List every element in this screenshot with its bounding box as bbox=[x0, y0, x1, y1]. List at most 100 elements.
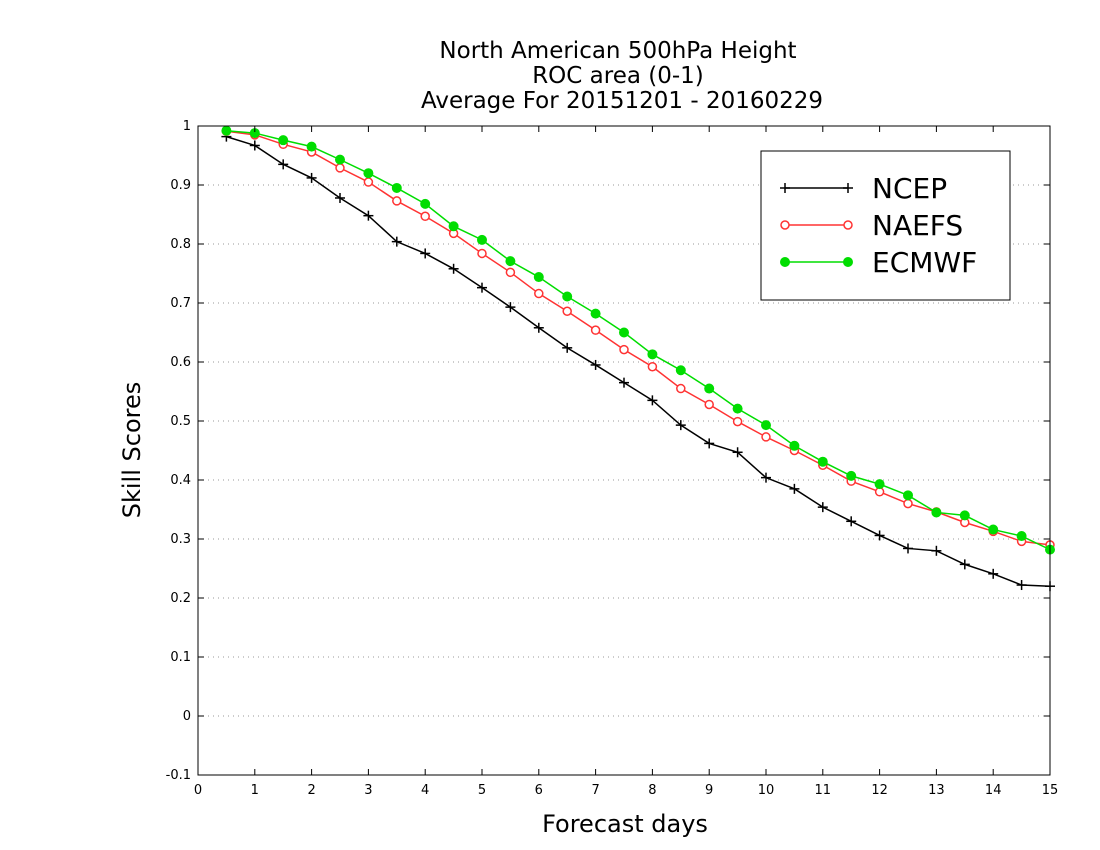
data-point-naefs bbox=[562, 306, 572, 317]
data-point-ncep bbox=[562, 342, 573, 353]
data-point-ecmwf bbox=[335, 154, 345, 165]
data-point-ecmwf bbox=[959, 510, 970, 521]
data-point-ncep bbox=[761, 472, 771, 483]
x-tick-label: 2 bbox=[307, 783, 315, 798]
x-tick-label: 12 bbox=[871, 783, 888, 798]
x-tick-label: 8 bbox=[648, 783, 656, 798]
data-point-ecmwf bbox=[675, 365, 686, 376]
data-point-ncep bbox=[1016, 580, 1027, 591]
y-tick-label: 0 bbox=[183, 709, 191, 724]
data-point-ecmwf bbox=[363, 168, 374, 179]
data-point-ncep bbox=[391, 236, 402, 247]
data-point-naefs bbox=[676, 383, 686, 394]
data-point-ncep bbox=[846, 516, 857, 527]
data-point-ncep bbox=[704, 438, 715, 449]
data-point-ecmwf bbox=[874, 479, 885, 490]
y-tick-label: 0.6 bbox=[170, 355, 191, 370]
data-point-ecmwf bbox=[448, 221, 459, 232]
data-point-ncep bbox=[959, 559, 970, 570]
data-point-naefs bbox=[534, 288, 544, 299]
x-axis-title: Forecast days bbox=[542, 810, 708, 838]
legend: NCEP NAEFS ECMWF bbox=[760, 150, 1011, 301]
data-point-ncep bbox=[306, 172, 317, 183]
x-tick-label: 0 bbox=[194, 783, 202, 798]
grid-lines bbox=[198, 184, 1050, 717]
y-tick-label: 0.8 bbox=[170, 237, 191, 252]
series-ncep bbox=[221, 131, 1055, 592]
legend-entry-naefs: NAEFS bbox=[780, 209, 963, 242]
data-point-naefs bbox=[363, 177, 374, 187]
x-tick-label: 4 bbox=[421, 783, 429, 798]
data-point-ncep bbox=[647, 395, 658, 406]
data-point-ecmwf bbox=[562, 291, 573, 302]
y-tick-label: -0.1 bbox=[166, 768, 191, 783]
data-point-ncep bbox=[874, 530, 885, 541]
data-point-ncep bbox=[675, 420, 686, 431]
y-tick-label: 0.9 bbox=[170, 178, 191, 193]
x-tick-label: 7 bbox=[591, 783, 599, 798]
x-tick-label: 9 bbox=[705, 783, 713, 798]
data-point-naefs bbox=[420, 211, 430, 222]
data-point-ncep bbox=[789, 483, 800, 494]
y-axis-title: Skill Scores bbox=[118, 382, 146, 519]
chart-title-line-1: North American 500hPa Height bbox=[439, 38, 796, 64]
x-tick-label: 6 bbox=[535, 783, 543, 798]
data-point-naefs bbox=[505, 267, 516, 278]
data-point-naefs bbox=[761, 432, 771, 442]
data-point-naefs bbox=[732, 416, 743, 427]
data-point-ecmwf bbox=[789, 440, 800, 451]
data-point-ncep bbox=[278, 159, 289, 170]
legend-entry-ecmwf: ECMWF bbox=[780, 246, 977, 279]
data-point-naefs bbox=[335, 163, 345, 173]
x-tick-label: 13 bbox=[928, 783, 945, 798]
legend-label: ECMWF bbox=[872, 246, 977, 279]
data-point-naefs bbox=[590, 325, 601, 335]
data-point-ecmwf bbox=[420, 198, 431, 209]
data-point-ecmwf bbox=[278, 135, 289, 146]
series-naefs bbox=[221, 126, 1055, 550]
data-point-naefs bbox=[619, 344, 629, 355]
data-point-ecmwf bbox=[1016, 531, 1027, 542]
y-tick-label: 0.4 bbox=[170, 473, 191, 488]
x-tick-label: 15 bbox=[1042, 783, 1059, 798]
data-point-ecmwf bbox=[590, 308, 601, 319]
data-point-ncep bbox=[817, 502, 828, 513]
data-point-ecmwf bbox=[988, 524, 999, 535]
x-tick-label: 3 bbox=[364, 783, 372, 798]
data-point-ecmwf bbox=[505, 256, 516, 267]
x-tick-label: 5 bbox=[478, 783, 486, 798]
data-point-ecmwf bbox=[306, 141, 317, 152]
legend-marker bbox=[780, 257, 790, 267]
legend-entry-ncep: NCEP bbox=[780, 172, 947, 205]
y-tick-label: 0.5 bbox=[170, 414, 191, 429]
data-point-ecmwf bbox=[704, 383, 715, 394]
y-tick-label: 0.2 bbox=[170, 591, 191, 606]
data-point-ecmwf bbox=[533, 272, 544, 283]
plot-frame bbox=[197, 125, 1051, 776]
legend-marker bbox=[843, 220, 853, 230]
data-point-ecmwf bbox=[761, 420, 771, 431]
data-point-naefs bbox=[903, 498, 913, 509]
chart-title-line-2: ROC area (0-1) bbox=[532, 63, 704, 89]
data-point-naefs bbox=[477, 248, 487, 259]
data-point-ecmwf bbox=[817, 456, 828, 467]
data-point-ecmwf bbox=[846, 470, 857, 481]
data-point-ncep bbox=[931, 545, 942, 556]
data-point-ecmwf bbox=[619, 327, 629, 338]
legend-label: NCEP bbox=[872, 172, 947, 205]
chart-title: North American 500hPa Height ROC area (0… bbox=[421, 38, 823, 114]
y-tick-label: 1 bbox=[183, 119, 191, 134]
data-point-naefs bbox=[704, 399, 714, 410]
data-point-ncep bbox=[903, 543, 913, 554]
chart-title-line-3: Average For 20151201 - 20160229 bbox=[421, 88, 823, 114]
data-point-ncep bbox=[448, 263, 459, 274]
legend-label: NAEFS bbox=[872, 209, 963, 242]
legend-marker bbox=[843, 183, 853, 193]
legend-marker bbox=[780, 220, 790, 230]
data-point-ncep bbox=[732, 447, 743, 458]
series-ecmwf bbox=[221, 125, 1055, 555]
legend-marker bbox=[843, 257, 853, 267]
series-line-ecmwf bbox=[226, 129, 1051, 551]
data-point-ecmwf bbox=[477, 234, 487, 245]
